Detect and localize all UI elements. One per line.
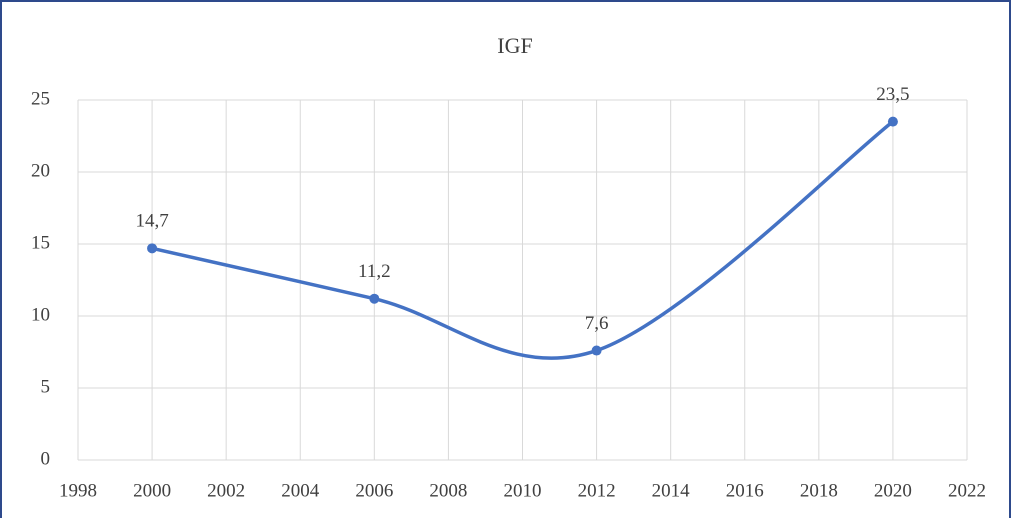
y-tick-label: 20 xyxy=(31,160,50,181)
x-tick-label: 2022 xyxy=(948,480,986,501)
y-tick-label: 0 xyxy=(41,448,51,469)
x-tick-label: 2012 xyxy=(578,480,616,501)
x-tick-label: 2008 xyxy=(429,480,467,501)
marker xyxy=(591,345,602,356)
x-tick-label: 2016 xyxy=(726,480,764,501)
x-tick-label: 2002 xyxy=(207,480,245,501)
line xyxy=(151,120,894,360)
x-tick-label: 2014 xyxy=(652,480,691,501)
x-tick-label: 2006 xyxy=(355,480,393,501)
data-label: 11,2 xyxy=(358,261,391,282)
x-tick-label: 2000 xyxy=(133,480,171,501)
x-tick-label: 2004 xyxy=(281,480,320,501)
chart-title: IGF xyxy=(497,33,532,58)
x-tick-label: 2010 xyxy=(504,480,542,501)
x-tick-label: 1998 xyxy=(59,480,97,501)
x-tick-label: 2020 xyxy=(874,480,912,501)
marker xyxy=(369,293,380,304)
y-tick-label: 10 xyxy=(31,304,50,325)
data-label: 23,5 xyxy=(876,84,909,105)
data-label: 14,7 xyxy=(135,211,168,232)
y-tick-label: 5 xyxy=(41,376,51,397)
y-tick-label: 15 xyxy=(31,232,50,253)
marker xyxy=(147,243,158,254)
marker xyxy=(887,116,898,127)
x-tick-label: 2018 xyxy=(800,480,838,501)
data-label: 7,6 xyxy=(585,313,609,334)
y-tick-label: 25 xyxy=(31,88,50,109)
